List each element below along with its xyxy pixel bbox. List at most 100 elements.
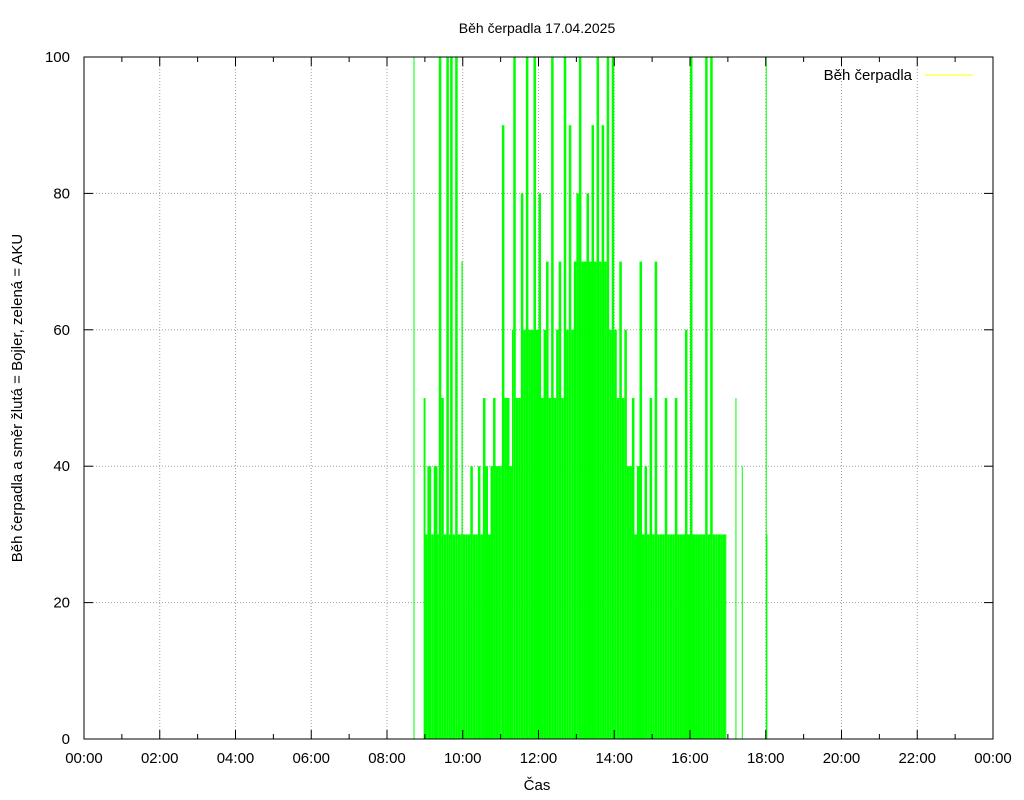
data-bar bbox=[553, 398, 557, 739]
data-bar bbox=[423, 398, 426, 739]
data-bar bbox=[667, 534, 670, 739]
data-bar bbox=[596, 57, 600, 739]
data-bar bbox=[657, 534, 660, 739]
data-bar bbox=[687, 534, 690, 739]
data-bar bbox=[591, 125, 595, 739]
data-bar bbox=[561, 398, 564, 739]
data-bar bbox=[433, 466, 438, 739]
data-bar bbox=[695, 534, 698, 739]
data-bar bbox=[589, 261, 592, 739]
data-bar bbox=[498, 466, 501, 739]
data-bar bbox=[566, 329, 569, 739]
data-bar bbox=[669, 534, 673, 739]
data-bar bbox=[518, 398, 521, 739]
data-bar bbox=[583, 261, 587, 739]
data-bar bbox=[690, 57, 693, 739]
data-bar bbox=[446, 57, 449, 739]
data-bar bbox=[570, 125, 572, 739]
data-bar bbox=[611, 57, 615, 739]
data-bar bbox=[652, 534, 655, 739]
data-bar bbox=[766, 534, 768, 739]
data-bar bbox=[455, 57, 458, 739]
data-bar bbox=[543, 329, 547, 739]
data-bar bbox=[488, 534, 491, 739]
data-bar bbox=[576, 193, 579, 739]
data-bar bbox=[700, 534, 703, 739]
x-tick-label: 14:00 bbox=[595, 750, 633, 767]
data-bar bbox=[548, 398, 552, 739]
data-bar bbox=[626, 466, 630, 739]
data-bar bbox=[530, 329, 534, 739]
data-bar bbox=[702, 534, 706, 739]
data-bar bbox=[679, 534, 683, 739]
data-bar bbox=[629, 466, 632, 739]
data-bar bbox=[515, 398, 519, 739]
x-tick-label: 00:00 bbox=[974, 750, 1012, 767]
chart-title: Běh čerpadla 17.04.2025 bbox=[459, 20, 616, 36]
x-axis-label: Čas bbox=[524, 777, 551, 794]
data-bar bbox=[705, 57, 708, 739]
data-bar bbox=[664, 398, 668, 739]
data-bar bbox=[520, 193, 524, 739]
data-bar bbox=[493, 398, 496, 739]
data-bar bbox=[677, 534, 680, 739]
data-bar bbox=[462, 534, 466, 739]
y-tick-labels: 0 20 40 60 80 100 bbox=[45, 49, 70, 748]
data-bar bbox=[581, 261, 584, 739]
data-bar bbox=[722, 534, 726, 739]
data-bar bbox=[482, 398, 486, 739]
x-tick-labels: 00:00 02:00 04:00 06:00 08:00 10:00 12:00 14:00… bbox=[65, 750, 1012, 767]
y-tick-label: 100 bbox=[45, 49, 70, 66]
data-bar bbox=[741, 466, 743, 739]
data-bar bbox=[672, 534, 675, 739]
data-bar bbox=[654, 261, 658, 739]
data-bar bbox=[674, 398, 678, 739]
data-bar bbox=[448, 534, 451, 739]
x-tick-label: 06:00 bbox=[292, 750, 330, 767]
data-bar bbox=[568, 125, 571, 739]
data-bar bbox=[472, 534, 476, 739]
x-tick-label: 16:00 bbox=[671, 750, 709, 767]
data-bar bbox=[659, 534, 663, 739]
data-bar bbox=[586, 193, 589, 739]
data-bar bbox=[619, 261, 622, 739]
data-bar bbox=[546, 261, 549, 739]
data-bar bbox=[425, 534, 428, 739]
data-bar bbox=[511, 329, 514, 739]
data-bar bbox=[717, 534, 721, 739]
data-bar bbox=[563, 57, 567, 739]
data-bars bbox=[413, 57, 768, 739]
data-bar bbox=[616, 398, 620, 739]
data-bar bbox=[480, 534, 483, 739]
x-tick-label: 12:00 bbox=[520, 750, 558, 767]
x-tick-label: 22:00 bbox=[898, 750, 936, 767]
data-bar bbox=[710, 57, 713, 739]
x-tick-label: 20:00 bbox=[823, 750, 861, 767]
data-bar bbox=[504, 398, 507, 739]
data-bar bbox=[614, 329, 617, 739]
data-bar bbox=[533, 57, 536, 739]
data-bar bbox=[452, 534, 456, 739]
data-bar bbox=[450, 57, 453, 739]
data-bar bbox=[535, 329, 539, 739]
data-bar bbox=[642, 534, 645, 739]
data-bar bbox=[707, 534, 711, 739]
data-bar bbox=[427, 466, 432, 739]
data-bar bbox=[441, 398, 444, 739]
data-bar bbox=[501, 125, 505, 739]
data-bar bbox=[634, 534, 637, 739]
data-bar bbox=[523, 329, 526, 739]
y-tick-label: 40 bbox=[53, 458, 70, 475]
data-bar bbox=[601, 125, 605, 739]
data-bar bbox=[631, 398, 635, 739]
data-bar bbox=[604, 261, 607, 739]
data-bar bbox=[541, 398, 544, 739]
data-bar bbox=[725, 534, 727, 739]
data-bar bbox=[578, 57, 582, 739]
y-tick-label: 0 bbox=[62, 731, 70, 748]
data-bar bbox=[528, 329, 531, 739]
data-bar bbox=[647, 534, 650, 739]
y-axis-label: Běh čerpadla a směr žlutá = Bojler, zele… bbox=[9, 234, 26, 563]
data-bar bbox=[684, 329, 688, 739]
